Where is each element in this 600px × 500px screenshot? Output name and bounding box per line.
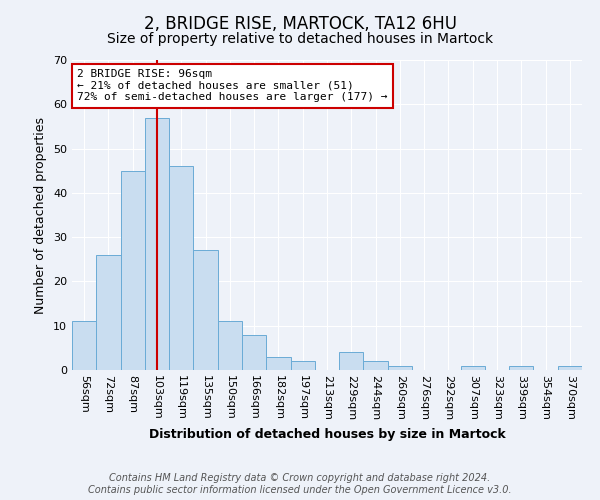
Bar — [121, 170, 145, 370]
Bar — [388, 366, 412, 370]
Bar — [364, 361, 388, 370]
Text: Size of property relative to detached houses in Martock: Size of property relative to detached ho… — [107, 32, 493, 46]
Bar — [290, 361, 315, 370]
Bar — [242, 334, 266, 370]
Bar — [266, 356, 290, 370]
Y-axis label: Number of detached properties: Number of detached properties — [34, 116, 47, 314]
Text: Contains HM Land Registry data © Crown copyright and database right 2024.
Contai: Contains HM Land Registry data © Crown c… — [88, 474, 512, 495]
Bar — [169, 166, 193, 370]
Bar — [96, 255, 121, 370]
X-axis label: Distribution of detached houses by size in Martock: Distribution of detached houses by size … — [149, 428, 505, 442]
Bar — [339, 352, 364, 370]
Text: 2 BRIDGE RISE: 96sqm
← 21% of detached houses are smaller (51)
72% of semi-detac: 2 BRIDGE RISE: 96sqm ← 21% of detached h… — [77, 70, 388, 102]
Bar — [145, 118, 169, 370]
Bar — [193, 250, 218, 370]
Bar — [558, 366, 582, 370]
Text: 2, BRIDGE RISE, MARTOCK, TA12 6HU: 2, BRIDGE RISE, MARTOCK, TA12 6HU — [143, 15, 457, 33]
Bar — [72, 322, 96, 370]
Bar — [461, 366, 485, 370]
Bar — [509, 366, 533, 370]
Bar — [218, 322, 242, 370]
